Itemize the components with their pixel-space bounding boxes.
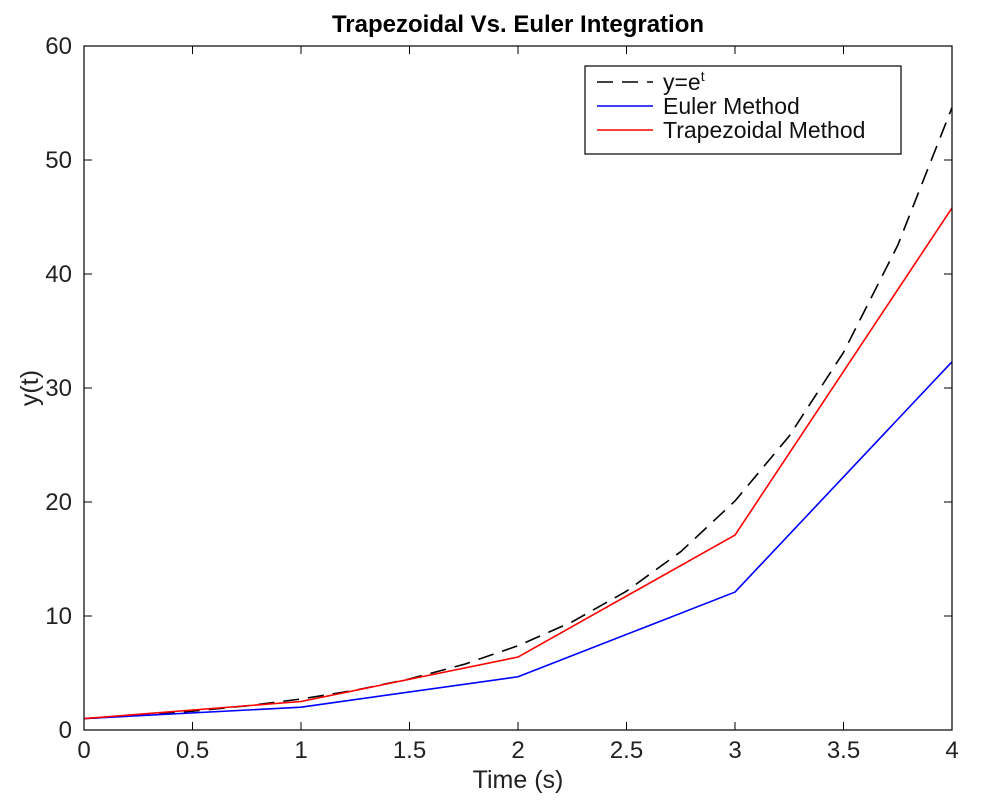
x-tick-label: 4 — [945, 737, 958, 764]
y-tick-label: 10 — [45, 603, 72, 630]
x-tick-label: 0 — [77, 737, 90, 764]
y-tick-label: 0 — [59, 717, 72, 744]
legend-box — [584, 65, 902, 155]
legend-label-1: y=et — [663, 68, 705, 95]
legend-label-2: Euler Method — [663, 93, 800, 119]
x-axis-label: Time (s) — [473, 766, 564, 794]
y-tick-label: 40 — [45, 261, 72, 288]
x-tick-label: 2 — [511, 737, 524, 764]
x-tick-label: 0.5 — [176, 737, 209, 764]
labels-layer: Trapezoidal Vs. Euler Integration Time (… — [16, 11, 704, 794]
plot-background — [84, 46, 952, 730]
y-tick-label: 50 — [45, 147, 72, 174]
x-tick-label: 3 — [728, 737, 741, 764]
legend-label-3: Trapezoidal Method — [663, 117, 865, 143]
series-line-2 — [84, 361, 952, 720]
x-tick-label: 1.5 — [393, 737, 426, 764]
chart-title: Trapezoidal Vs. Euler Integration — [332, 11, 704, 38]
y-tick-label: 30 — [45, 375, 72, 402]
y-tick-label: 20 — [45, 489, 72, 516]
plot-area — [84, 46, 952, 730]
y-tick-label: 60 — [45, 33, 72, 60]
series-line-3 — [84, 207, 952, 720]
x-tick-label: 1 — [294, 737, 307, 764]
x-tick-label: 3.5 — [827, 737, 860, 764]
x-tick-label: 2.5 — [610, 737, 643, 764]
y-axis-label: y(t) — [16, 370, 44, 406]
series-layer — [84, 107, 952, 720]
